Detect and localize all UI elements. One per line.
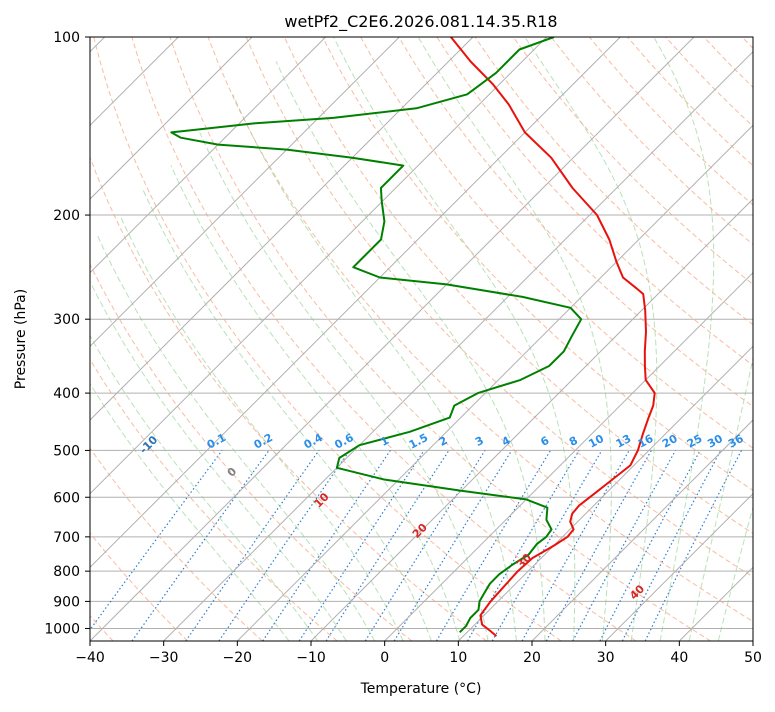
x-tick-label: 40 (670, 650, 688, 666)
x-tick-label: 20 (523, 650, 541, 666)
y-tick-label: 500 (53, 443, 80, 459)
y-tick-label: 100 (53, 30, 80, 46)
y-axis-label: Pressure (hPa) (13, 289, 29, 389)
y-tick-label: 600 (53, 490, 80, 506)
y-tick-label: 700 (53, 530, 80, 546)
y-tick-label: 900 (53, 594, 80, 610)
y-tick-label: 300 (53, 312, 80, 328)
y-tick-label: 1000 (44, 621, 80, 637)
y-tick-label: 800 (53, 564, 80, 580)
y-tick-label: 400 (53, 386, 80, 402)
x-tick-label: 0 (380, 650, 389, 666)
x-tick-label: −20 (223, 650, 253, 666)
x-tick-label: −30 (149, 650, 179, 666)
x-tick-label: 10 (449, 650, 467, 666)
x-axis-label: Temperature (°C) (360, 681, 482, 697)
x-tick-label: −10 (296, 650, 326, 666)
y-tick-label: 200 (53, 208, 80, 224)
x-tick-label: 30 (597, 650, 615, 666)
chart-title: wetPf2_C2E6.2026.081.14.35.R18 (284, 12, 557, 32)
x-tick-label: 50 (744, 650, 762, 666)
x-tick-label: −40 (75, 650, 105, 666)
